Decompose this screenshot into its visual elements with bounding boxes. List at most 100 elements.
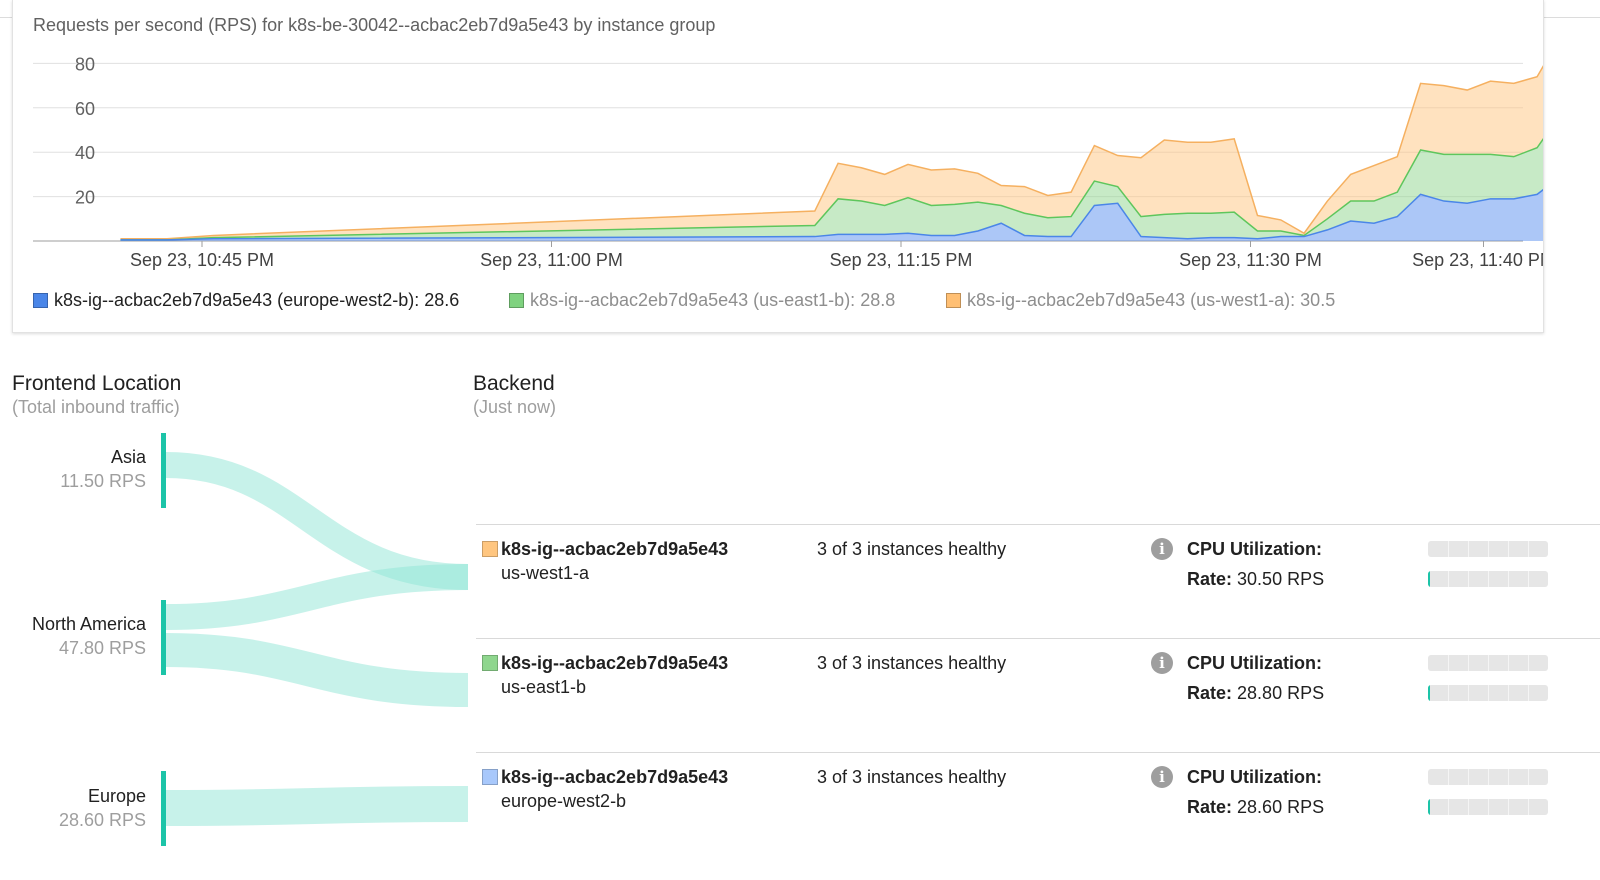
meter-segment-divider [1528, 541, 1529, 557]
backend-row-europe-west2-b[interactable]: k8s-ig--acbac2eb7d9a5e43 europe-west2-b … [476, 752, 1600, 867]
info-icon[interactable]: i [1151, 538, 1173, 560]
series-area-2 [120, 66, 1543, 240]
legend-label: k8s-ig--acbac2eb7d9a5e43 (europe-west2-b… [54, 290, 460, 310]
frontend-north-america-name: North America [31, 614, 146, 634]
meter-segment-divider [1508, 799, 1509, 815]
cpu-utilization-label: CPU Utilization: [1187, 767, 1322, 787]
backend-title: Backend [473, 372, 555, 395]
meter-segment-divider [1468, 571, 1469, 587]
cpu-utilization-label: CPU Utilization: [1187, 653, 1322, 673]
legend-item-us-west1-a[interactable]: k8s-ig--acbac2eb7d9a5e43 (us-west1-a): 3… [946, 290, 1335, 311]
frontend-asia-name: Asia [110, 447, 146, 467]
meter-segment-divider [1528, 769, 1529, 785]
meter-segment-divider [1508, 571, 1509, 587]
frontend-north-america-bar[interactable] [161, 600, 166, 675]
frontend-asia-rps: 11.50 RPS [60, 471, 146, 491]
legend-swatch [33, 293, 48, 308]
backend-color-swatch [482, 655, 498, 671]
meter-segment-divider [1488, 769, 1489, 785]
flow-europe-to-europe-west2-b [165, 786, 469, 826]
backend-name[interactable]: k8s-ig--acbac2eb7d9a5e43 [501, 767, 729, 787]
meter-segment-divider [1508, 655, 1509, 671]
info-icon[interactable]: i [1151, 766, 1173, 788]
meter-segment-divider [1528, 571, 1529, 587]
rate-meter [1428, 571, 1548, 587]
meter-segment-divider [1488, 541, 1489, 557]
meter-segment-divider [1528, 685, 1529, 701]
cpu-utilization-label: CPU Utilization: [1187, 539, 1322, 559]
rps-area-chart[interactable]: 20 40 60 80 Sep 23, 10:45 PM Sep 23, 11:00 PM… [13, 0, 1543, 290]
meter-fill [1428, 571, 1431, 587]
frontend-asia-bar[interactable] [161, 433, 166, 508]
legend-label: k8s-ig--acbac2eb7d9a5e43 (us-west1-a): 3… [967, 290, 1336, 310]
meter-segment-divider [1488, 799, 1489, 815]
meter-segment-divider [1488, 571, 1489, 587]
meter-segment-divider [1528, 799, 1529, 815]
rate-label: Rate: [1187, 569, 1233, 589]
meter-segment-divider [1448, 769, 1449, 785]
meter-segment-divider [1488, 685, 1489, 701]
flow-asia-to-us-west1-a [165, 452, 469, 590]
frontend-title: Frontend Location [12, 372, 182, 395]
y-tick-label: 80 [75, 54, 95, 74]
rate-meter [1428, 799, 1548, 815]
meter-segment-divider [1468, 655, 1469, 671]
backend-health: 3 of 3 instances healthy [817, 539, 1007, 559]
rate-label: Rate: [1187, 797, 1233, 817]
backend-color-swatch [482, 769, 498, 785]
backend-name[interactable]: k8s-ig--acbac2eb7d9a5e43 [501, 653, 729, 673]
frontend-north-america-rps: 47.80 RPS [58, 638, 146, 658]
meter-segment-divider [1448, 655, 1449, 671]
x-tick-label: Sep 23, 11:40 PM [1412, 250, 1543, 270]
backend-region: europe-west2-b [501, 791, 627, 811]
backend-region: us-east1-b [501, 677, 587, 697]
series-line-2 [120, 65, 1543, 240]
meter-fill [1428, 799, 1431, 815]
meter-segment-divider [1468, 685, 1469, 701]
rate-meter [1428, 685, 1548, 701]
meter-segment-divider [1468, 799, 1469, 815]
series-area-1 [120, 139, 1543, 240]
frontend-europe-rps: 28.60 RPS [58, 810, 146, 830]
legend-swatch [946, 293, 961, 308]
y-tick-label: 20 [75, 188, 95, 208]
series-line-1 [120, 138, 1543, 241]
legend-item-europe-west2-b[interactable]: k8s-ig--acbac2eb7d9a5e43 (europe-west2-b… [33, 290, 459, 311]
x-tick-label: Sep 23, 11:00 PM [480, 250, 623, 270]
legend-label: k8s-ig--acbac2eb7d9a5e43 (us-east1-b): 2… [530, 290, 896, 310]
flow-north-america-to-us-east1-b [165, 633, 469, 707]
meter-fill [1428, 685, 1431, 701]
rate-text: Rate: 28.80 RPS [1187, 683, 1324, 704]
backend-row-us-west1-a[interactable]: k8s-ig--acbac2eb7d9a5e43 us-west1-a 3 of… [476, 524, 1600, 639]
chart-title: Requests per second (RPS) for k8s-be-300… [33, 15, 716, 35]
meter-segment-divider [1508, 685, 1509, 701]
backend-subtitle: (Just now) [473, 397, 557, 417]
info-icon[interactable]: i [1151, 652, 1173, 674]
legend-swatch [509, 293, 524, 308]
series-line-0 [120, 188, 1543, 241]
x-tick-label: Sep 23, 11:30 PM [1179, 250, 1322, 270]
frontend-europe-bar[interactable] [161, 771, 166, 846]
meter-segment-divider [1468, 541, 1469, 557]
y-tick-label: 40 [75, 143, 95, 163]
cpu-utilization-meter [1428, 655, 1548, 671]
rate-value: 28.80 RPS [1237, 683, 1325, 703]
frontend-europe-name: Europe [87, 786, 146, 806]
rate-text: Rate: 28.60 RPS [1187, 797, 1324, 818]
cpu-utilization-meter [1428, 769, 1548, 785]
rate-value: 30.50 RPS [1237, 569, 1325, 589]
backend-region: us-west1-a [501, 563, 590, 583]
meter-segment-divider [1448, 799, 1449, 815]
meter-segment-divider [1448, 685, 1449, 701]
backend-name[interactable]: k8s-ig--acbac2eb7d9a5e43 [501, 539, 729, 559]
meter-segment-divider [1488, 655, 1489, 671]
legend-item-us-east1-b[interactable]: k8s-ig--acbac2eb7d9a5e43 (us-east1-b): 2… [509, 290, 895, 311]
meter-segment-divider [1528, 655, 1529, 671]
meter-segment-divider [1508, 769, 1509, 785]
backend-row-us-east1-b[interactable]: k8s-ig--acbac2eb7d9a5e43 us-east1-b 3 of… [476, 638, 1600, 753]
rate-text: Rate: 30.50 RPS [1187, 569, 1324, 590]
backend-health: 3 of 3 instances healthy [817, 767, 1007, 787]
rate-value: 28.60 RPS [1237, 797, 1325, 817]
y-tick-label: 60 [75, 99, 95, 119]
